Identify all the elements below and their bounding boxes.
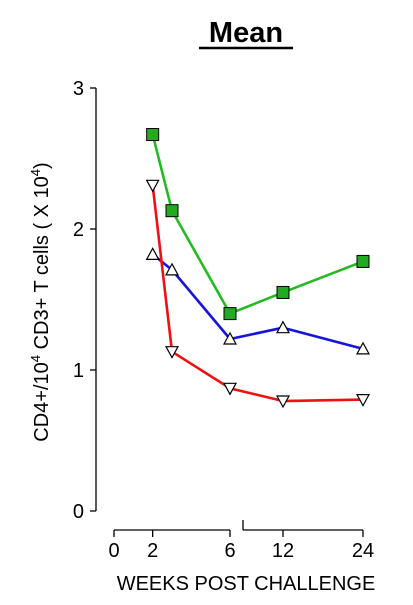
y-axis-label: CD4+/104 CD3+ T cells ( X 104): [28, 162, 53, 441]
square-marker: [356, 254, 370, 268]
triangle-down-marker: [145, 179, 160, 193]
x-tick-label: 12: [272, 540, 294, 562]
triangle-down-marker: [355, 394, 371, 407]
y-axis-label-main: CD4+/10: [31, 362, 53, 442]
series-lines: [151, 134, 364, 403]
square-marker: [165, 204, 179, 218]
x-tick-label: 6: [224, 540, 235, 562]
square-marker: [223, 307, 237, 321]
triangle-up-marker: [222, 331, 238, 345]
y-tick-label: 0: [73, 501, 84, 523]
square-marker: [276, 285, 290, 299]
y-tick-label: 1: [73, 360, 84, 382]
series-line-3: [151, 185, 364, 403]
triangle-down-marker: [275, 395, 291, 409]
x-tick-label: 2: [147, 540, 158, 562]
x-tick-label: 0: [108, 540, 119, 562]
x-tick-label: 24: [352, 540, 374, 562]
y-axis-label-sup-1: 4: [28, 355, 43, 362]
series-line-1: [151, 134, 364, 315]
triangle-down-marker: [164, 346, 180, 359]
triangle-down-marker: [222, 382, 238, 396]
series-markers: [145, 128, 371, 409]
y-tick-label: 2: [73, 219, 84, 241]
x-axis-label: WEEKS POST CHALLENGE: [117, 573, 376, 595]
y-axis-label-end: ): [31, 162, 53, 169]
triangle-up-marker: [275, 320, 291, 334]
triangle-up-marker: [164, 262, 180, 276]
y-axis-label-sup-2: 4: [28, 169, 43, 176]
square-marker: [146, 128, 160, 142]
y-tick-label: 3: [73, 78, 84, 100]
triangle-up-marker: [355, 341, 371, 355]
axes: [90, 87, 364, 537]
y-axis-label-mid: CD3+ T cells ( X 10: [31, 176, 53, 355]
chart-title: Mean: [209, 17, 283, 49]
triangle-up-marker: [145, 247, 160, 260]
